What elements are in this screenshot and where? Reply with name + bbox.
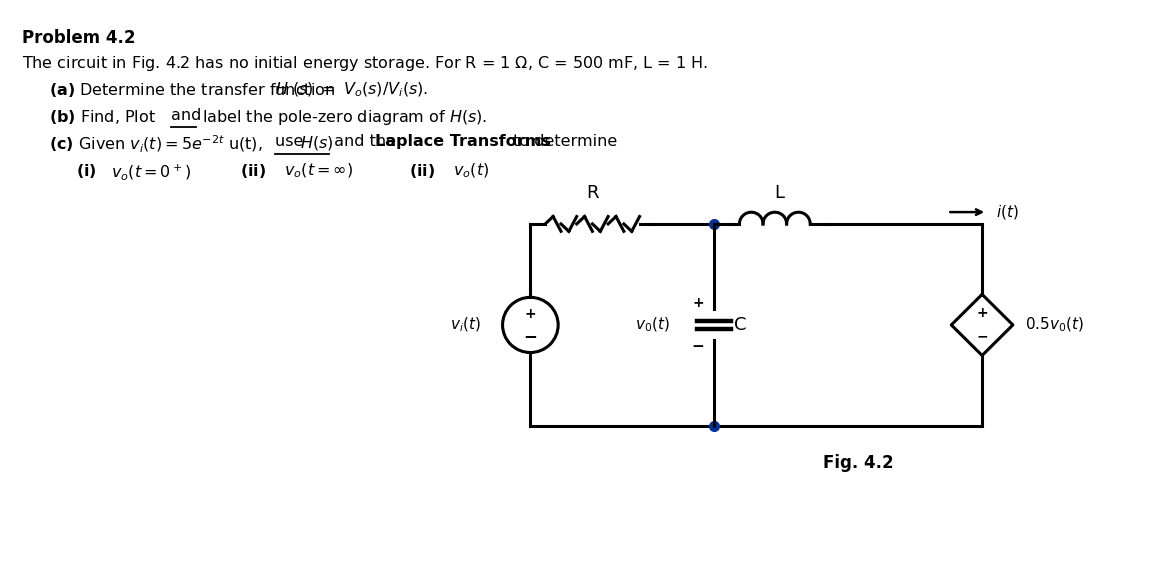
Text: The circuit in Fig. 4.2 has no initial energy storage. For R = 1 $\Omega$, C = 5: The circuit in Fig. 4.2 has no initial e…	[22, 54, 708, 73]
Text: Fig. 4.2: Fig. 4.2	[823, 454, 893, 472]
Text: $\mathbf{(c)}$ Given $v_i(t) = 5e^{-2t}$ u(t),: $\mathbf{(c)}$ Given $v_i(t) = 5e^{-2t}$…	[49, 134, 264, 155]
Text: C: C	[734, 316, 747, 334]
Text: −: −	[524, 327, 538, 345]
Text: −: −	[692, 339, 705, 354]
Text: $\mathbf{(ii)}$: $\mathbf{(ii)}$	[409, 162, 435, 180]
Text: $0.5v_0(t)$: $0.5v_0(t)$	[1025, 316, 1084, 334]
Text: Problem 4.2: Problem 4.2	[22, 29, 136, 47]
Text: $H\ (s)\ =\ V_o(s)/V_i(s).$: $H\ (s)\ =\ V_o(s)/V_i(s).$	[275, 81, 428, 100]
Text: $v_o(t)$: $v_o(t)$	[453, 162, 489, 180]
Text: $v_o(t{=}0^+)$: $v_o(t{=}0^+)$	[111, 162, 192, 182]
Text: $\mathbf{(b)}$ Find, Plot: $\mathbf{(b)}$ Find, Plot	[49, 108, 157, 125]
Text: $\mathbf{(ii)}$: $\mathbf{(ii)}$	[240, 162, 267, 180]
Text: label the pole-zero diagram of $\mathit{H(s)}.$: label the pole-zero diagram of $\mathit{…	[196, 108, 488, 127]
Text: $\mathbf{\mathit{H(s)}}$: $\mathbf{\mathit{H(s)}}$	[300, 134, 333, 152]
Text: to determine: to determine	[509, 134, 618, 149]
Text: $\mathbf{(a)}$ Determine the transfer function: $\mathbf{(a)}$ Determine the transfer fu…	[49, 81, 337, 99]
Text: +: +	[692, 296, 704, 310]
Text: Laplace Transforms: Laplace Transforms	[375, 134, 550, 149]
Text: $i(t)$: $i(t)$	[996, 203, 1018, 221]
Text: and: and	[172, 108, 202, 123]
Text: +: +	[525, 308, 536, 321]
Text: $v_o(t{=}\infty)$: $v_o(t{=}\infty)$	[284, 162, 353, 180]
Text: L: L	[774, 185, 784, 202]
Text: and the: and the	[329, 134, 401, 149]
Text: −: −	[976, 329, 988, 344]
Text: use: use	[275, 134, 309, 149]
Text: R: R	[586, 185, 599, 202]
Text: $\mathbf{(i)}$: $\mathbf{(i)}$	[75, 162, 96, 180]
Text: $v_i(t)$: $v_i(t)$	[449, 316, 481, 334]
Text: +: +	[976, 307, 988, 320]
Text: $v_0(t)$: $v_0(t)$	[635, 316, 670, 334]
